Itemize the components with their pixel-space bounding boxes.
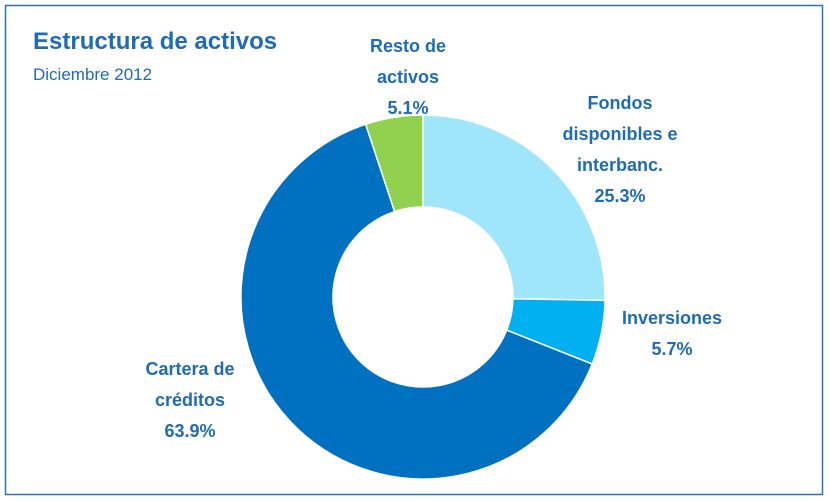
slice-label: activos [377, 67, 439, 87]
slice-label: disponibles e [562, 124, 677, 144]
slice-label: Inversiones [622, 308, 722, 328]
chart-subtitle: Diciembre 2012 [33, 65, 152, 84]
slice-label: créditos [155, 390, 225, 410]
donut-slice [422, 114, 606, 302]
value-label: 25.3% [594, 186, 645, 206]
donut-slice [240, 123, 594, 480]
slice-label: Resto de [370, 36, 446, 56]
slice-label: interbanc. [577, 155, 663, 175]
value-label: 5.7% [651, 339, 692, 359]
value-label: 5.1% [387, 98, 428, 118]
donut-slice [364, 114, 424, 213]
chart-title: Estructura de activos [33, 28, 277, 55]
value-label: 63.9% [164, 421, 215, 441]
slice-label: Cartera de [145, 359, 234, 379]
slice-label: Fondos [588, 93, 653, 113]
